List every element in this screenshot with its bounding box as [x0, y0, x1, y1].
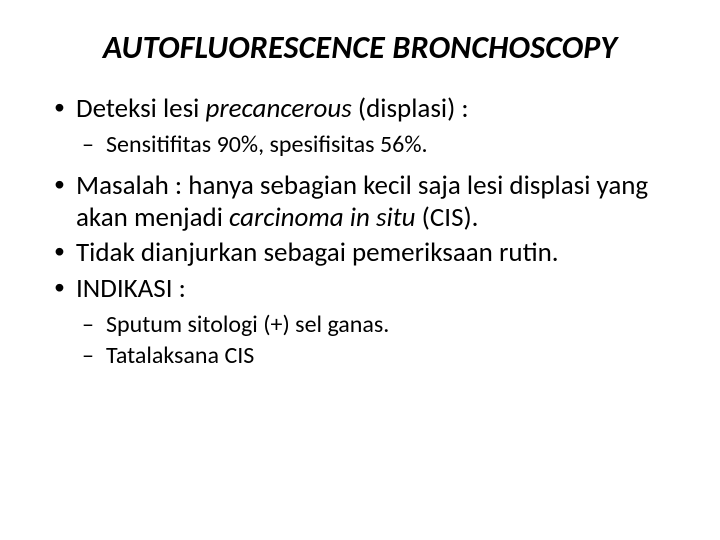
- sub-bullet-text: Sputum sitologi (+) sel ganas.: [106, 310, 389, 339]
- bullet-text: Masalah : hanya sebagian kecil saja lesi…: [76, 169, 648, 234]
- slide-title: AUTOFLUORESCENCE BRONCHOSCOPY: [48, 28, 672, 67]
- bullet-text: Tidak dianjurkan sebagai pemeriksaan rut…: [76, 236, 559, 269]
- sub-bullet-item: Tatalaksana CIS: [76, 342, 672, 371]
- sub-bullet-list: Sputum sitologi (+) sel ganas. Tatalaksa…: [76, 311, 672, 371]
- bullet-item: INDIKASI : Sputum sitologi (+) sel ganas…: [48, 273, 672, 370]
- bullet-text: INDIKASI :: [76, 272, 186, 305]
- sub-bullet-text: Sensitifitas 90%, spesifisitas 56%.: [106, 130, 428, 159]
- slide: AUTOFLUORESCENCE BRONCHOSCOPY Deteksi le…: [0, 0, 720, 540]
- bullet-item: Tidak dianjurkan sebagai pemeriksaan rut…: [48, 237, 672, 269]
- bullet-list: Deteksi lesi precancerous (displasi) : S…: [48, 93, 672, 371]
- sub-bullet-item: Sensitifitas 90%, spesifisitas 56%.: [76, 131, 672, 160]
- sub-bullet-item: Sputum sitologi (+) sel ganas.: [76, 311, 672, 340]
- bullet-item: Masalah : hanya sebagian kecil saja lesi…: [48, 170, 672, 234]
- bullet-item: Deteksi lesi precancerous (displasi) : S…: [48, 93, 672, 160]
- bullet-text: Deteksi lesi precancerous (displasi) :: [76, 92, 469, 125]
- sub-bullet-list: Sensitifitas 90%, spesifisitas 56%.: [76, 131, 672, 160]
- sub-bullet-text: Tatalaksana CIS: [106, 341, 254, 370]
